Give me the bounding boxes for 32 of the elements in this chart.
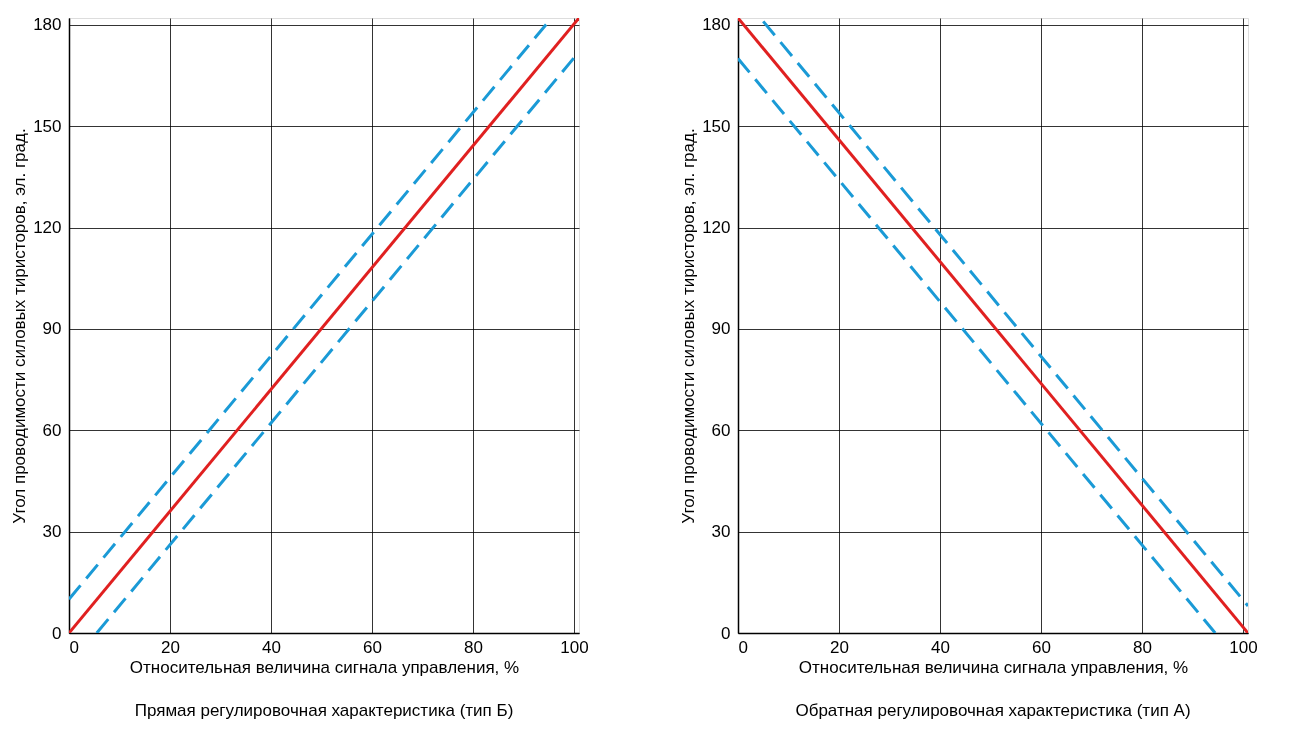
y-tick-label: 90 (711, 319, 731, 339)
x-tick-label: 0 (738, 637, 748, 657)
x-tick-label: 80 (464, 637, 483, 657)
x-tick-label: 40 (931, 637, 950, 657)
y-tick-label: 30 (42, 522, 62, 542)
x-tick-label: 100 (560, 637, 589, 657)
y-tick-label: 30 (711, 522, 731, 542)
y-axis-title: Угол проводимости силовых тиристоров, эл. град. (10, 128, 30, 524)
y-tick-label: 180 (33, 15, 62, 35)
x-tick-label: 20 (161, 637, 180, 657)
y-tick-label: 0 (52, 623, 62, 643)
x-tick-label: 60 (1032, 637, 1051, 657)
x-axis-title: Относительная величина сигнала управления, % (798, 657, 1189, 677)
y-tick-label: 120 (33, 218, 62, 238)
y-tick-label: 150 (33, 116, 62, 136)
y-axis-title: Угол проводимости силовых тиристоров, эл. град. (679, 128, 699, 524)
y-tick-label: 60 (711, 420, 731, 440)
y-tick-label: 150 (702, 116, 731, 136)
y-tick-label: 120 (702, 218, 731, 238)
y-tick-label: 90 (42, 319, 62, 339)
y-tick-label: 180 (702, 15, 731, 35)
x-axis-title: Относительная величина сигнала управления, % (129, 657, 520, 677)
x-tick-label: 20 (830, 637, 849, 657)
text: Обратная регулировочная характеристика (тип А) (795, 701, 1191, 720)
text: Прямая регулировочная характеристика (тип Б) (134, 701, 514, 720)
x-tick-label: 0 (69, 637, 79, 657)
x-tick-label: 80 (1133, 637, 1152, 657)
y-tick-label: 60 (42, 420, 62, 440)
x-tick-label: 60 (363, 637, 382, 657)
y-tick-label: 0 (721, 623, 731, 643)
x-tick-label: 40 (262, 637, 281, 657)
x-tick-label: 100 (1229, 637, 1258, 657)
